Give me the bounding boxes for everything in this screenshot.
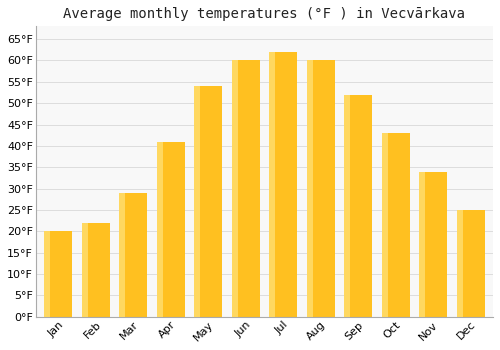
Bar (456, 210, 484, 317)
Bar (194, 86, 222, 317)
Bar (82, 223, 88, 317)
Bar (44, 231, 51, 317)
Bar (419, 172, 447, 317)
Bar (119, 193, 147, 317)
Bar (269, 52, 276, 317)
Bar (232, 61, 260, 317)
Bar (382, 133, 388, 317)
Title: Average monthly temperatures (°F ) in Vecvārkava: Average monthly temperatures (°F ) in Ve… (64, 7, 466, 21)
Bar (382, 133, 409, 317)
Bar (156, 142, 184, 317)
Bar (344, 94, 350, 317)
Bar (194, 86, 200, 317)
Bar (232, 61, 238, 317)
Bar (344, 94, 372, 317)
Bar (119, 193, 126, 317)
Bar (419, 172, 425, 317)
Bar (44, 231, 72, 317)
Bar (82, 223, 110, 317)
Bar (269, 52, 297, 317)
Bar (156, 142, 163, 317)
Bar (306, 61, 334, 317)
Bar (456, 210, 462, 317)
Bar (306, 61, 312, 317)
